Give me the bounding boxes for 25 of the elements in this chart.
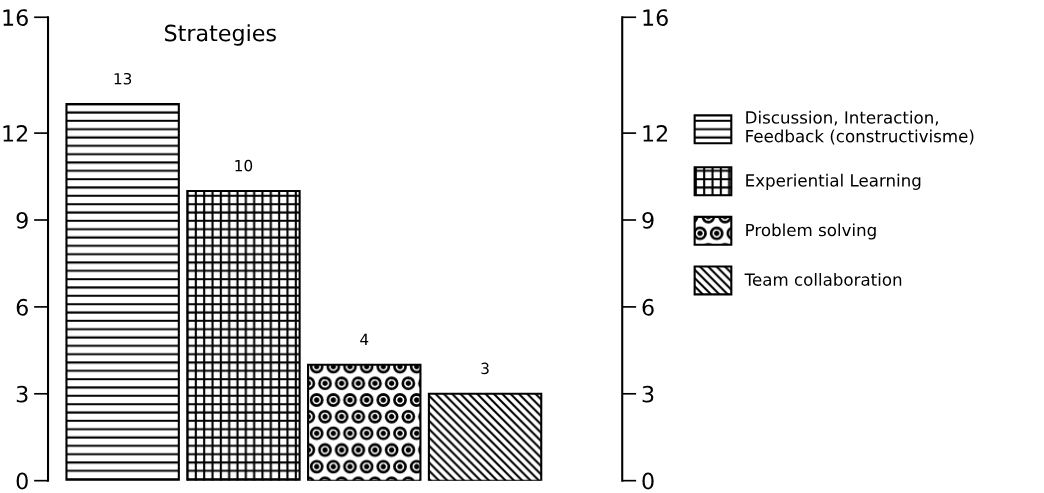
y2-tick-label: 16 <box>643 9 668 27</box>
legend-label: Discussion, Interaction, Feedback (constructivisme) <box>746 110 974 145</box>
y2-tick-label: 3 <box>642 385 654 403</box>
data-label: 10 <box>235 159 253 172</box>
y-tick-label: 6 <box>16 298 28 316</box>
data-label: 4 <box>360 333 369 345</box>
data-label: 13 <box>114 72 132 85</box>
y-tick-label: 12 <box>3 125 28 142</box>
bar <box>427 392 543 481</box>
bar <box>65 103 180 481</box>
legend-label: Experiential Learning <box>746 173 921 190</box>
y-tick-label: 0 <box>16 472 28 490</box>
legend-label: Team collaboration <box>744 272 902 286</box>
y-tick-label: 16 <box>3 9 28 27</box>
data-label: 3 <box>481 362 489 375</box>
bar <box>186 190 301 481</box>
y-tick-label: 3 <box>16 385 28 403</box>
chart-title: Strategies <box>165 24 276 46</box>
y2-tick-label: 12 <box>643 125 668 142</box>
legend-label: Problem solving <box>746 223 876 240</box>
y-tick-label: 9 <box>16 211 28 229</box>
y2-tick-label: 6 <box>642 298 654 316</box>
y2-tick-label: 0 <box>642 472 654 490</box>
y2-tick-label: 9 <box>642 211 654 229</box>
bar <box>307 363 422 481</box>
